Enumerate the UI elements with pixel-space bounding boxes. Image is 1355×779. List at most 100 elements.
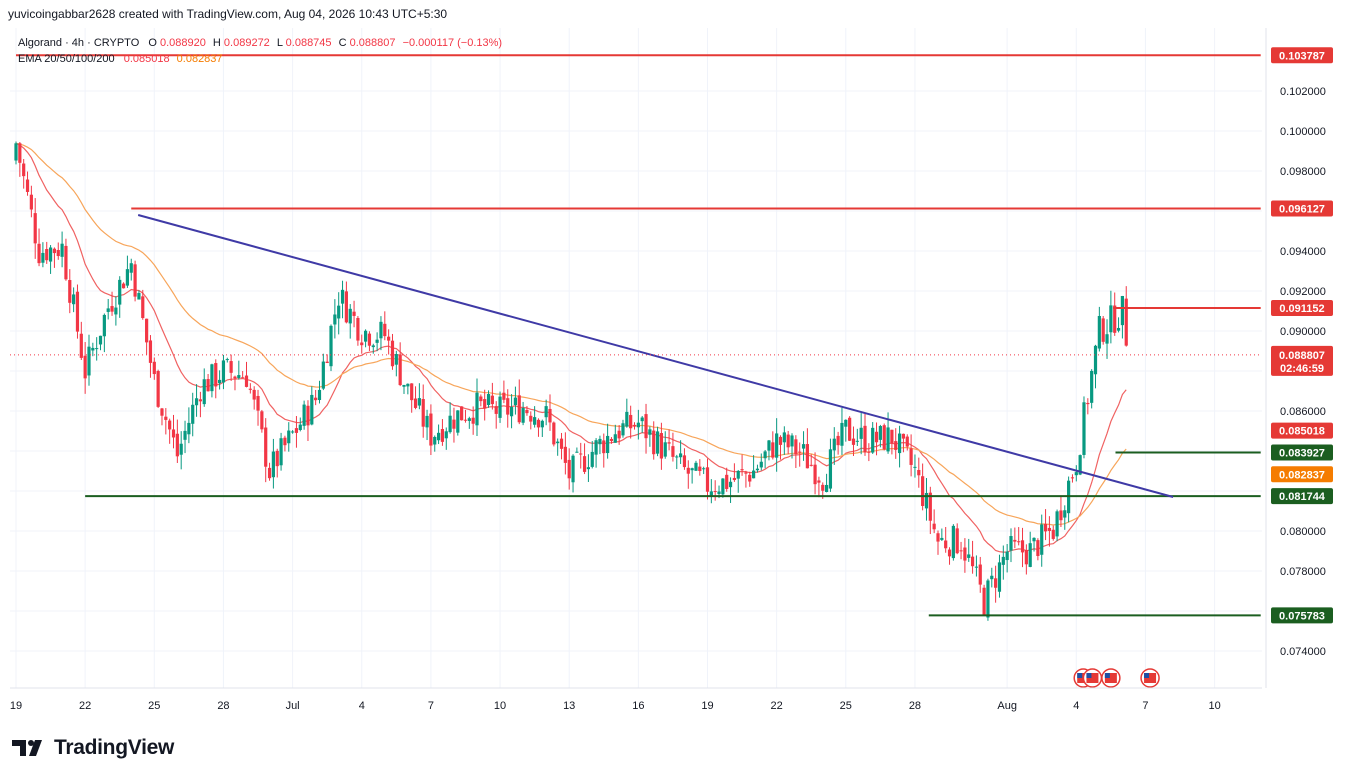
price-tag: [1271, 488, 1333, 505]
time-axis[interactable]: 19 22 25 28 Jul 4 7 10 13 16 19 22 25 28 Aug 4 7 10: [10, 687, 1262, 712]
time-tick: 10: [1208, 700, 1220, 712]
candle-body: [713, 491, 717, 493]
candle-body: [1063, 510, 1067, 518]
candle-body: [606, 435, 610, 454]
time-tick: 22: [79, 700, 91, 712]
candle-body: [805, 444, 809, 469]
event-markers[interactable]: [1073, 668, 1160, 688]
last-price-tag: [1271, 345, 1333, 376]
candle-body: [260, 411, 264, 430]
candle-body: [871, 427, 875, 453]
candle-body: [148, 340, 153, 363]
candle-body: [967, 554, 971, 558]
candle-body: [471, 417, 475, 424]
time-tick: 4: [1073, 700, 1079, 712]
candle-body: [264, 427, 268, 467]
candle-body: [928, 492, 932, 521]
candle-body: [206, 379, 210, 392]
candle-body: [241, 377, 245, 379]
candle-body: [725, 474, 729, 489]
candle-body: [986, 580, 990, 618]
candle-body: [936, 533, 940, 542]
descending-trendline[interactable]: [137, 214, 1174, 498]
candle-body: [629, 414, 633, 429]
candle-body: [563, 446, 567, 463]
candle-body: [152, 361, 156, 375]
candle-body: [494, 406, 498, 414]
candle-body: [517, 395, 521, 423]
candle-body: [125, 269, 130, 286]
flag-stripes: [1086, 673, 1099, 683]
candle-body: [95, 348, 99, 350]
legend-symbol: Algorand · 4h · CRYPTO: [18, 37, 140, 49]
candle-body: [832, 438, 836, 451]
ema-20-line: [15, 142, 1127, 553]
candle-body: [567, 459, 571, 479]
candle-body: [436, 432, 441, 441]
candle-body: [970, 556, 975, 567]
candle-body: [1120, 295, 1124, 326]
candle-body: [848, 417, 852, 441]
candle-body: [575, 451, 579, 453]
legend-close-label: C: [339, 37, 347, 49]
candle-body: [705, 467, 710, 492]
candle-body: [1090, 370, 1094, 403]
candle-body: [652, 430, 656, 455]
candle-body: [552, 422, 556, 445]
candle-body: [225, 359, 229, 361]
candle-body: [498, 396, 502, 418]
tradingview-logo[interactable]: TradingView: [12, 736, 174, 760]
candle-body: [932, 523, 936, 530]
candle-body: [851, 438, 856, 445]
legend-open-label: O: [148, 37, 157, 49]
candle-body: [667, 442, 671, 444]
candle-body: [114, 307, 118, 315]
candle-body: [214, 363, 218, 387]
candle-body: [663, 442, 667, 457]
candle-body: [598, 438, 602, 445]
candle-body: [698, 466, 702, 472]
price-tag-label: 0.075783: [1279, 610, 1325, 622]
candle-body: [18, 143, 22, 163]
candle-body: [171, 429, 176, 438]
candle-body: [1051, 529, 1055, 539]
candle-body: [894, 441, 898, 450]
candle-body: [748, 474, 752, 482]
candle-body: [406, 383, 410, 387]
candle-body: [1078, 455, 1082, 475]
candle-body: [1059, 510, 1063, 521]
candle-body: [490, 395, 494, 405]
candle-body: [890, 429, 894, 444]
candle-body: [302, 404, 306, 426]
candle-body: [279, 438, 283, 466]
price-axis[interactable]: 0.074000 0.078000 0.080000 0.086000 0.090000…: [1265, 28, 1326, 688]
candle-body: [306, 405, 310, 426]
candle-body: [540, 420, 544, 428]
candle-body: [298, 424, 302, 430]
candle-body: [809, 464, 813, 466]
candle-body: [775, 433, 779, 458]
candle-body: [1032, 537, 1036, 542]
candle-body: [759, 461, 763, 468]
candle-body: [813, 464, 817, 485]
candles: [14, 141, 1128, 621]
candle-body: [855, 440, 859, 442]
price-tag-label: 0.103787: [1279, 50, 1325, 62]
candle-body: [72, 294, 76, 305]
candle-body: [1055, 511, 1059, 537]
candle-body: [1124, 298, 1128, 346]
price-tick: 0.094000: [1280, 246, 1326, 258]
time-tick: 7: [1142, 700, 1148, 712]
price-tag: [1271, 200, 1333, 217]
candle-body: [836, 435, 840, 446]
candle-body: [421, 398, 425, 427]
candle-body: [202, 379, 206, 405]
price-tag-label: 0.096127: [1279, 203, 1325, 215]
horizontal-levels[interactable]: [16, 54, 1261, 617]
candle-body: [448, 415, 452, 433]
candle-body: [721, 478, 725, 495]
candle-body: [106, 308, 110, 312]
candle-body: [1005, 551, 1009, 561]
price-tag-label: 0.083927: [1279, 447, 1325, 459]
